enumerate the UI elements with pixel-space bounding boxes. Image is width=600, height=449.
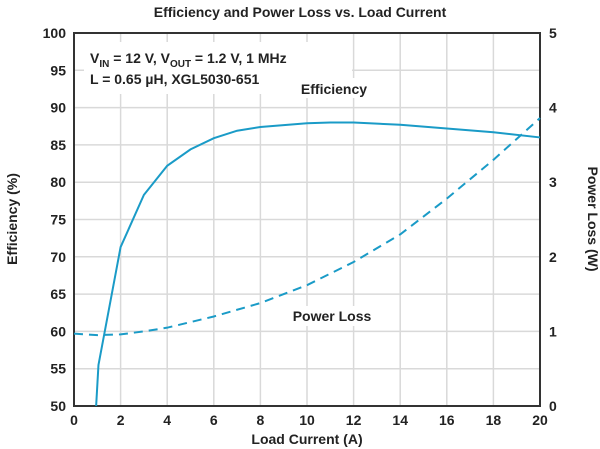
x-tick-label: 20 xyxy=(532,412,548,428)
y-tick-label: 100 xyxy=(43,25,67,41)
y-tick-label: 85 xyxy=(50,137,66,153)
y-tick-label: 55 xyxy=(50,361,66,377)
y-tick-label: 90 xyxy=(50,100,66,116)
x-tick-label: 14 xyxy=(392,412,408,428)
y-tick-label: 80 xyxy=(50,174,66,190)
y2-tick-label: 0 xyxy=(549,398,557,414)
series-lines xyxy=(73,117,541,407)
x-tick-label: 8 xyxy=(257,412,265,428)
tick-labels: 0 2 4 6 8 10 12 14 16 18 2050556065707580859095100… xyxy=(43,25,557,428)
x-tick-label: 10 xyxy=(299,412,315,428)
y-tick-label: 65 xyxy=(50,286,66,302)
series-line-efficiency xyxy=(95,121,541,407)
y-tick-label: 50 xyxy=(50,398,66,414)
x-axis-label: Load Current (A) xyxy=(251,431,362,447)
y2-axis-label: Power Loss (W) xyxy=(585,166,600,271)
y2-tick-label: 2 xyxy=(549,249,557,265)
y2-tick-label: 5 xyxy=(549,25,557,41)
y2-tick-label: 3 xyxy=(549,174,557,190)
series-label-power-loss: Power Loss xyxy=(293,308,372,324)
series-line-power-loss xyxy=(73,117,541,337)
annotation-line1: VIN = 12 V, VOUT = 1.2 V, 1 MHz xyxy=(90,50,287,70)
x-tick-label: 12 xyxy=(346,412,362,428)
y-tick-label: 95 xyxy=(50,62,66,78)
x-tick-label: 4 xyxy=(163,412,171,428)
x-tick-label: 18 xyxy=(486,412,502,428)
y-tick-label: 70 xyxy=(50,249,66,265)
y-axis-label: Efficiency (%) xyxy=(4,173,20,265)
plot-frame xyxy=(73,32,541,407)
x-tick-label: 0 xyxy=(70,412,78,428)
x-tick-label: 2 xyxy=(117,412,125,428)
y2-tick-label: 1 xyxy=(549,323,557,339)
y2-tick-label: 4 xyxy=(549,100,557,116)
chart-title: Efficiency and Power Loss vs. Load Curre… xyxy=(154,4,447,20)
y-tick-label: 75 xyxy=(50,212,66,228)
x-tick-label: 16 xyxy=(439,412,455,428)
y-tick-label: 60 xyxy=(50,323,66,339)
annotation-line2: L = 0.65 µH, XGL5030-651 xyxy=(90,71,260,87)
x-tick-label: 6 xyxy=(210,412,218,428)
series-label-efficiency: Efficiency xyxy=(301,81,367,97)
